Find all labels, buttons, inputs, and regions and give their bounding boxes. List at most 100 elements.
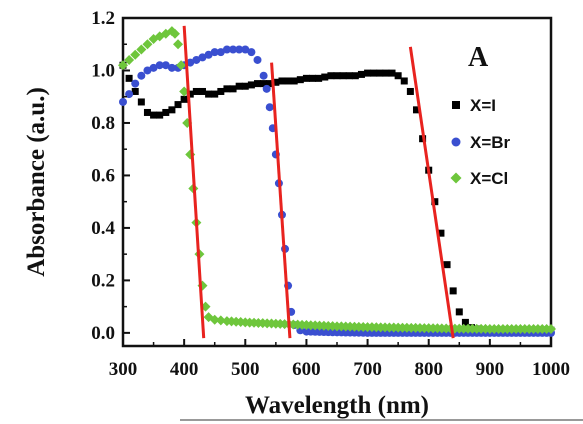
data-point-circle: [204, 50, 213, 59]
data-point-circle: [161, 61, 170, 70]
data-point-square: [150, 111, 158, 119]
data-point-diamond: [176, 60, 187, 71]
data-point-square: [229, 85, 237, 93]
x-tick-label: 500: [231, 359, 260, 380]
data-point-square: [168, 106, 176, 114]
data-point-square: [302, 74, 310, 82]
data-point-square: [254, 80, 262, 88]
data-point-square: [388, 69, 396, 77]
legend-label: X=Cl: [470, 169, 508, 188]
data-point-square: [162, 108, 170, 116]
data-point-square: [400, 77, 408, 85]
data-point-diamond: [450, 172, 462, 184]
data-point-square: [443, 261, 451, 269]
data-point-diamond: [136, 44, 147, 55]
data-point-circle: [216, 48, 225, 57]
data-point-square: [461, 318, 469, 326]
data-point-square: [192, 87, 200, 95]
data-point-square: [452, 101, 460, 109]
y-axis-label: Absorbance (a.u.): [23, 87, 50, 277]
data-point-diamond: [169, 28, 180, 39]
data-point-circle: [451, 137, 461, 147]
data-point-square: [382, 69, 390, 77]
data-point-square: [431, 198, 439, 206]
data-point-square: [333, 72, 341, 80]
data-point-square: [217, 87, 225, 95]
legend-label: X=I: [470, 96, 496, 115]
x-tick-label: 700: [353, 359, 382, 380]
data-point-square: [357, 70, 365, 78]
y-tick-label: 0.4: [91, 218, 115, 239]
data-point-circle: [241, 45, 250, 54]
data-point-square: [351, 72, 359, 80]
data-point-square: [345, 72, 353, 80]
data-point-square: [455, 308, 463, 316]
data-point-circle: [155, 61, 164, 70]
data-point-square: [437, 229, 445, 237]
tangent-layer: [182, 25, 455, 339]
series-layer: [118, 26, 556, 337]
data-point-circle: [198, 53, 207, 62]
data-point-square: [260, 80, 268, 88]
data-point-square: [376, 69, 384, 77]
data-point-diamond: [173, 39, 184, 50]
data-point-square: [223, 85, 231, 93]
data-point-square: [131, 87, 139, 95]
data-point-square: [321, 73, 329, 81]
data-point-circle: [119, 97, 127, 106]
x-tick-label: 900: [476, 359, 505, 380]
data-point-circle: [137, 71, 146, 80]
y-tick-label: 1.0: [91, 60, 115, 81]
x-tick-label: 800: [414, 359, 443, 380]
data-point-square: [180, 95, 188, 103]
data-point-square: [211, 90, 219, 98]
data-point-square: [406, 87, 414, 95]
data-point-diamond: [130, 49, 141, 60]
ticks-layer: 300 400 500 600 700 800 900 1000 0.0 0.2 0.4 0.6 0.8…: [91, 8, 570, 380]
data-point-square: [125, 74, 133, 82]
footer-rule: [180, 419, 583, 421]
data-point-diamond: [215, 315, 226, 326]
data-point-diamond: [124, 54, 135, 65]
data-point-square: [186, 90, 194, 98]
data-point-circle: [192, 55, 201, 64]
data-point-square: [284, 77, 292, 85]
tangent-line-X=Cl: [182, 25, 206, 339]
tangent-line-X=Br: [270, 62, 292, 339]
data-point-square: [247, 81, 255, 89]
data-point-circle: [125, 90, 134, 99]
data-point-square: [339, 72, 347, 80]
data-point-square: [364, 69, 372, 77]
legend: X=I X=Br X=Cl: [450, 96, 511, 188]
data-point-square: [309, 74, 317, 82]
data-point-circle: [259, 71, 268, 80]
data-point-square: [198, 87, 206, 95]
x-tick-label: 1000: [532, 359, 570, 380]
data-point-square: [241, 82, 249, 90]
data-point-circle: [265, 103, 274, 112]
y-tick-label: 0.6: [91, 165, 115, 186]
data-point-circle: [131, 79, 140, 88]
y-tick-label: 0.2: [91, 270, 115, 291]
series-X=Cl: [118, 26, 556, 334]
data-point-square: [174, 101, 182, 109]
data-point-circle: [167, 63, 176, 72]
data-point-circle: [210, 48, 219, 57]
data-point-circle: [262, 84, 271, 93]
data-point-square: [412, 106, 420, 114]
data-point-circle: [186, 58, 195, 67]
data-point-diamond: [546, 323, 556, 334]
x-axis-label: Wavelength (nm): [245, 392, 429, 419]
legend-item-X=Cl: X=Cl: [450, 169, 508, 188]
data-point-diamond: [209, 314, 220, 325]
x-tick-label: 600: [292, 359, 321, 380]
legend-item-X=Br: X=Br: [451, 133, 511, 152]
data-point-square: [272, 78, 280, 86]
data-point-square: [235, 82, 243, 90]
data-point-circle: [229, 45, 238, 54]
data-point-circle: [149, 63, 158, 72]
data-point-circle: [143, 66, 152, 75]
y-tick-label: 1.2: [91, 8, 115, 29]
data-point-square: [143, 108, 151, 116]
data-point-square: [137, 98, 145, 106]
